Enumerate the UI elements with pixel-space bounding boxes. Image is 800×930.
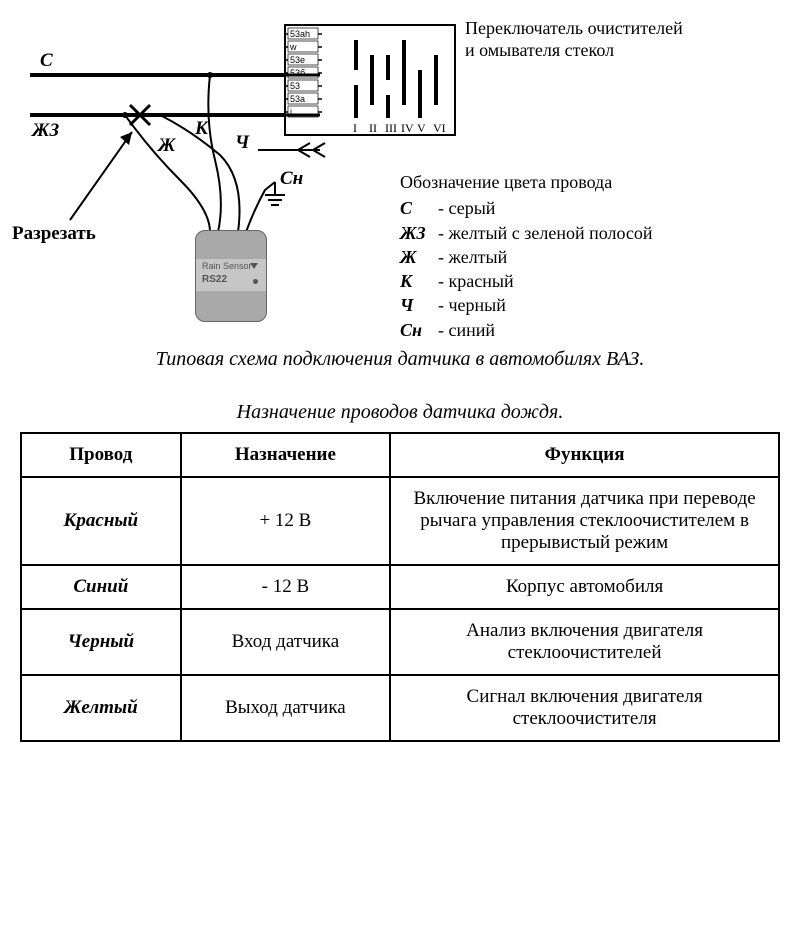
legend-title: Обозначение цвета провода [400,170,653,194]
legend-row: К- красный [400,269,653,293]
cell-wire: Черный [21,609,181,675]
sensor-dot-icon [253,279,258,284]
wiring-diagram: Переключатель очистителей и омывателя ст… [10,10,790,340]
table-title: Назначение проводов датчика дождя. [10,401,790,424]
th-assign: Назначение [181,433,391,477]
svg-text:V: V [417,121,426,135]
wire-table: Провод Назначение Функция Красный+ 12 ВВ… [20,432,780,742]
table-header-row: Провод Назначение Функция [21,433,779,477]
cell-func: Корпус автомобиля [390,565,779,609]
cell-assign: Выход датчика [181,675,391,741]
legend-row: Ч- черный [400,293,653,317]
cell-wire: Желтый [21,675,181,741]
table-row: Синий- 12 ВКорпус автомобиля [21,565,779,609]
svg-text:III: III [385,121,397,135]
svg-text:53ah: 53ah [290,29,310,39]
cell-wire: Синий [21,565,181,609]
legend-row: ЖЗ- желтый с зеленой полосой [400,221,653,245]
cell-assign: + 12 В [181,477,391,565]
sensor-text2: RS22 [202,274,227,285]
svg-text:53a: 53a [290,94,305,104]
cell-func: Анализ включения двигателя стеклоочистит… [390,609,779,675]
rain-sensor-device: Rain Sensor RS22 [195,230,267,322]
table-row: ЧерныйВход датчикаАнализ включения двига… [21,609,779,675]
svg-text:IV: IV [401,121,414,135]
switch-label-line1: Переключатель очистителей [465,18,683,38]
th-wire: Провод [21,433,181,477]
wire-color-legend: Обозначение цвета провода С- серый ЖЗ- ж… [400,170,653,342]
svg-text:VI: VI [433,121,446,135]
svg-text:I: I [353,121,357,135]
switch-label-line2: и омывателя стекол [465,40,614,60]
sensor-text1: Rain Sensor [202,261,252,271]
th-func: Функция [390,433,779,477]
legend-row: С- серый [400,196,653,220]
cell-func: Включение питания датчика при пе­реводе … [390,477,779,565]
diagram-caption: Типовая схема подключения датчика в авто… [10,348,790,371]
svg-text:53e: 53e [290,55,305,65]
cell-assign: Вход датчика [181,609,391,675]
svg-text:w: w [289,42,297,52]
svg-text:II: II [369,121,377,135]
table-row: ЖелтыйВыход датчикаСигнал включения двиг… [21,675,779,741]
legend-row: Сн- синий [400,318,653,342]
legend-row: Ж- желтый [400,245,653,269]
cell-assign: - 12 В [181,565,391,609]
sensor-arrow-icon [250,263,258,269]
cell-func: Сигнал включения двигателя стеклоочистит… [390,675,779,741]
svg-text:53: 53 [290,81,300,91]
cell-wire: Красный [21,477,181,565]
table-row: Красный+ 12 ВВключение питания датчика п… [21,477,779,565]
switch-label: Переключатель очистителей и омывателя ст… [465,18,683,61]
